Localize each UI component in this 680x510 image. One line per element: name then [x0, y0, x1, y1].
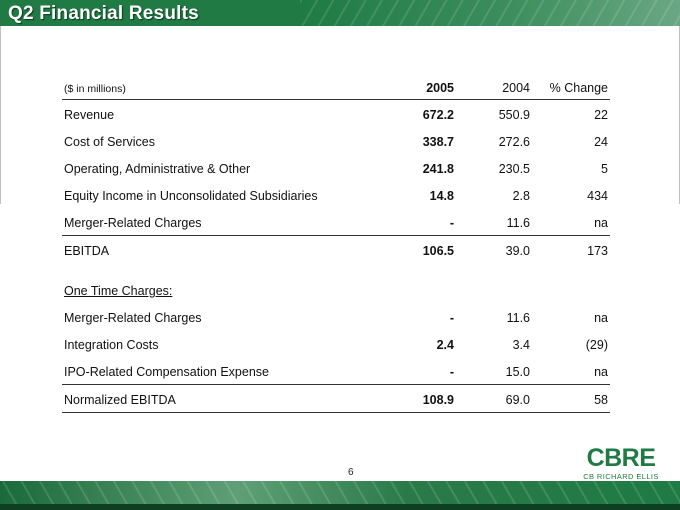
value-2004: 3.4 [512, 338, 530, 352]
title-bar-pattern [300, 0, 680, 26]
footer-bar [0, 481, 680, 510]
table-row: Equity Income in Unconsolidated Subsidia… [62, 187, 610, 207]
table-row-normalized-ebitda: Normalized EBITDA 108.9 69.0 58 [62, 391, 610, 411]
value-change: 5 [601, 162, 608, 176]
logo-mark: CBRE [586, 444, 656, 472]
bottom-divider [62, 412, 610, 413]
table-row: Merger-Related Charges - 11.6 na [62, 309, 610, 329]
value-2004: 11.6 [506, 311, 530, 325]
column-header-2004: 2004 [502, 81, 530, 95]
table-row-ebitda: EBITDA 106.5 39.0 173 [62, 242, 610, 262]
row-label: Operating, Administrative & Other [64, 162, 251, 176]
table-row: Operating, Administrative & Other 241.8 … [62, 160, 610, 180]
value-change: (29) [585, 338, 608, 352]
value-2005: 338.7 [422, 135, 454, 149]
cbre-logo: CBRE CB RICHARD ELLIS [580, 444, 662, 482]
value-2005: 14.8 [429, 189, 454, 203]
value-2005: - [449, 216, 454, 230]
footer-bar-edge [0, 504, 680, 510]
value-2004: 15.0 [505, 365, 530, 379]
value-change: na [594, 311, 608, 325]
row-label: Revenue [64, 108, 115, 122]
row-label: EBITDA [64, 244, 110, 258]
value-2004: 230.5 [498, 162, 530, 176]
units-label: ($ in millions) [64, 83, 126, 95]
row-label: Cost of Services [64, 135, 156, 149]
row-label: Equity Income in Unconsolidated Subsidia… [64, 189, 318, 203]
section-heading-row: One Time Charges: [62, 282, 610, 302]
column-header-change: % Change [549, 81, 608, 95]
table-row: IPO-Related Compensation Expense - 15.0 … [62, 363, 610, 383]
value-2004: 11.6 [506, 216, 530, 230]
value-2005: 108.9 [422, 393, 454, 407]
page-number: 6 [348, 467, 354, 478]
row-label: Normalized EBITDA [64, 393, 176, 407]
value-2004: 2.8 [512, 189, 530, 203]
left-edge-line [0, 26, 1, 204]
total-divider [62, 384, 610, 385]
table-row: Revenue 672.2 550.9 22 [62, 106, 610, 126]
value-change: na [594, 365, 608, 379]
value-change: 173 [587, 244, 608, 258]
table-header-row: ($ in millions) 2005 2004 % Change [62, 79, 610, 99]
value-change: na [594, 216, 608, 230]
value-2005: - [449, 365, 454, 379]
subtotal-divider [62, 235, 610, 236]
value-change: 58 [594, 393, 608, 407]
column-header-2005: 2005 [426, 81, 454, 95]
value-2005: 672.2 [422, 108, 454, 122]
logo-subtitle: CB RICHARD ELLIS [583, 472, 659, 481]
row-label: Merger-Related Charges [64, 311, 202, 325]
table-row: Cost of Services 338.7 272.6 24 [62, 133, 610, 153]
slide-title: Q2 Financial Results [8, 3, 199, 24]
value-2005: 241.8 [422, 162, 454, 176]
table-row: Integration Costs 2.4 3.4 (29) [62, 336, 610, 356]
value-2004: 272.6 [498, 135, 530, 149]
title-bar: Q2 Financial Results [0, 0, 680, 26]
value-2005: 106.5 [422, 244, 454, 258]
value-2004: 39.0 [505, 244, 530, 258]
table-row: Merger-Related Charges - 11.6 na [62, 214, 610, 234]
value-2005: - [449, 311, 454, 325]
row-label: Integration Costs [64, 338, 159, 352]
one-time-charges-heading: One Time Charges: [64, 284, 173, 298]
row-label: IPO-Related Compensation Expense [64, 365, 269, 379]
header-divider [62, 99, 610, 100]
value-change: 434 [587, 189, 608, 203]
value-2005: 2.4 [436, 338, 454, 352]
value-change: 22 [594, 108, 608, 122]
value-2004: 550.9 [498, 108, 530, 122]
row-label: Merger-Related Charges [64, 216, 202, 230]
value-2004: 69.0 [505, 393, 530, 407]
value-change: 24 [594, 135, 608, 149]
